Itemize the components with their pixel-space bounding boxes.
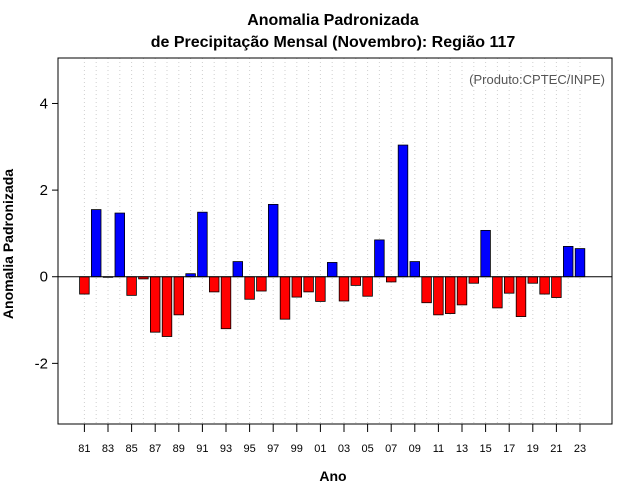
bar-1999 <box>291 276 303 298</box>
bar-1984 <box>114 212 126 278</box>
y-axis-label: Anomalia Padronizada <box>0 169 16 319</box>
bar-2015 <box>480 229 491 278</box>
chart-title-line1: Anomalia Padronizada <box>247 12 419 29</box>
x-tick-label: 07 <box>385 443 397 455</box>
x-axis-ticks: 81 83 85 87 89 91 93 95 97 99 01 03 05 07 09 11 13 15 17 19… <box>78 424 586 455</box>
bar-1987 <box>149 276 161 333</box>
x-tick-label: 97 <box>267 443 279 455</box>
bar-2000 <box>303 276 314 293</box>
bar-2008 <box>397 144 409 278</box>
bar-1992 <box>208 276 220 293</box>
bar-2016 <box>492 276 503 309</box>
x-tick-label: 03 <box>338 443 350 455</box>
bar-2022 <box>563 246 574 278</box>
x-tick-label: 91 <box>196 443 208 455</box>
bar-1997 <box>267 203 279 278</box>
credit-text: (Produto:CPTEC/INPE) <box>469 72 605 87</box>
x-tick-label: 17 <box>503 443 515 455</box>
x-tick-label: 95 <box>243 443 255 455</box>
bar-2009 <box>409 261 421 278</box>
bar-2005 <box>362 276 373 297</box>
chart-title-line2: de Precipitação Mensal (Novembro): Regiã… <box>151 34 516 51</box>
x-axis-label: Ano <box>319 468 346 484</box>
bar-2003 <box>338 276 350 302</box>
x-tick-label: 19 <box>527 443 539 455</box>
bar-2018 <box>515 276 527 317</box>
bar-1995 <box>244 276 255 300</box>
x-tick-label: 11 <box>433 443 444 455</box>
bar-2007 <box>385 276 397 283</box>
x-tick-label: 13 <box>456 443 468 455</box>
bar-1994 <box>232 261 244 278</box>
x-tick-label: 15 <box>479 443 491 455</box>
bar-2017 <box>503 276 515 294</box>
bar-2002 <box>326 262 338 278</box>
bar-2013 <box>456 276 468 306</box>
bar-1982 <box>91 209 102 278</box>
bar-2021 <box>551 276 562 298</box>
bar-1988 <box>161 276 173 337</box>
bar-2001 <box>315 276 326 302</box>
x-tick-label: 05 <box>361 443 373 455</box>
bar-1996 <box>256 276 267 292</box>
bar-2023 <box>574 248 586 278</box>
bar-2004 <box>350 276 362 286</box>
x-tick-label: 81 <box>78 443 90 455</box>
x-tick-label: 85 <box>125 443 137 455</box>
bar-1989 <box>173 276 185 316</box>
y-tick-label: 0 <box>40 269 48 286</box>
bar-2019 <box>527 276 539 284</box>
x-tick-label: 09 <box>409 443 421 455</box>
x-tick-label: 99 <box>291 443 303 455</box>
bar-2011 <box>433 276 444 316</box>
bar-2012 <box>444 276 456 314</box>
x-tick-label: 87 <box>149 443 161 455</box>
x-tick-label: 93 <box>220 443 232 455</box>
bar-1985 <box>126 276 137 296</box>
x-tick-label: 01 <box>314 443 326 455</box>
bar-1991 <box>197 211 208 278</box>
bars <box>79 144 586 337</box>
x-tick-label: 23 <box>574 443 586 455</box>
bar-1981 <box>79 276 90 295</box>
bar-2020 <box>539 276 550 295</box>
bar-2010 <box>421 276 432 304</box>
y-tick-label: 2 <box>40 182 48 199</box>
bar-2014 <box>468 276 480 284</box>
grid-lines <box>83 58 581 424</box>
x-tick-label: 83 <box>102 443 114 455</box>
x-tick-label: 89 <box>173 443 185 455</box>
bar-1993 <box>220 276 232 330</box>
y-tick-label: 4 <box>40 95 48 112</box>
bar-2006 <box>374 239 385 278</box>
bar-1998 <box>279 276 291 320</box>
x-tick-label: 21 <box>550 443 562 455</box>
y-axis-ticks: -2 0 2 4 <box>35 95 58 372</box>
plot-frame <box>57 57 613 425</box>
y-tick-label: -2 <box>35 355 48 372</box>
